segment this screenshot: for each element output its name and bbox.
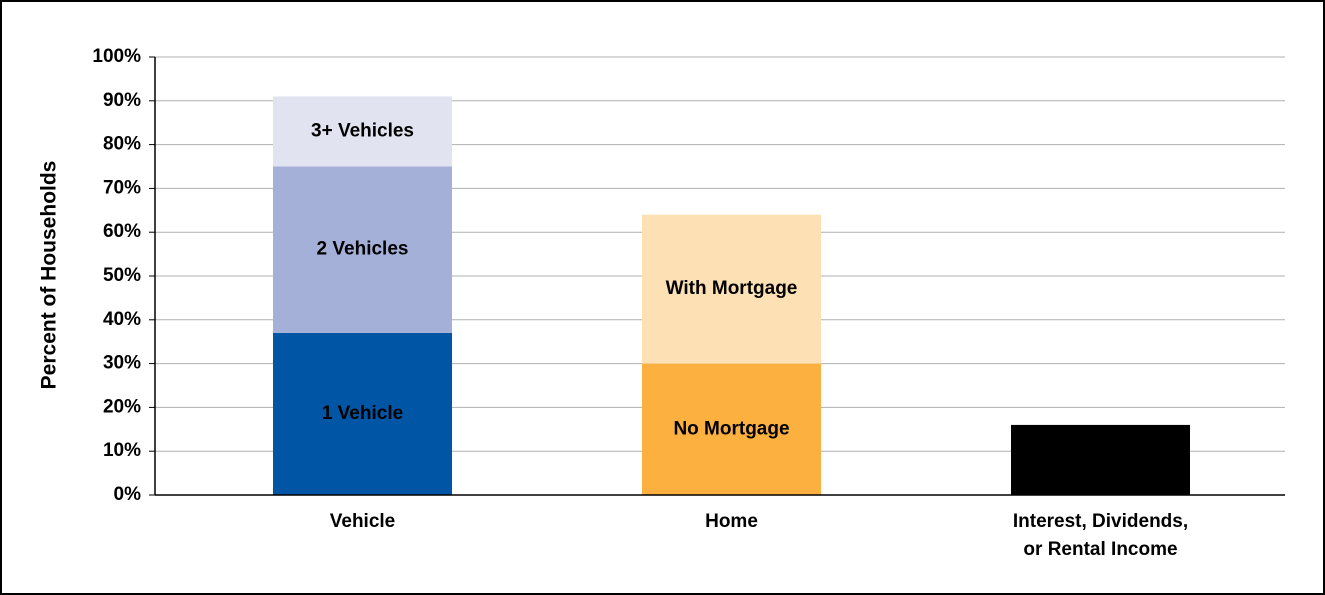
bar-segment [273, 332, 452, 495]
y-tick-label: 20% [103, 396, 141, 417]
y-axis-label: Percent of Households [38, 161, 61, 390]
y-tick-label: 30% [103, 353, 141, 374]
y-tick-label: 90% [103, 90, 141, 111]
y-tick-label: 0% [114, 484, 142, 505]
y-tick-label: 40% [103, 309, 141, 330]
x-tick-label: Home [705, 511, 758, 532]
y-tick-label: 100% [92, 46, 141, 67]
bar-segment [642, 214, 821, 364]
bar-segment [642, 363, 821, 495]
bar-segment [273, 96, 452, 167]
y-tick-label: 70% [103, 177, 141, 198]
bar-segment [1011, 424, 1190, 495]
segment-label: With Mortgage [666, 278, 798, 299]
x-tick-label: or Rental Income [1023, 539, 1177, 560]
segment-label: 1 Vehicle [322, 403, 403, 424]
x-tick-label: Interest, Dividends, [1013, 511, 1188, 532]
x-tick-label: Vehicle [330, 511, 396, 532]
bar-segment [273, 166, 452, 333]
segment-label: 2 Vehicles [317, 239, 409, 260]
y-tick-label: 50% [103, 265, 141, 286]
y-tick-label: 60% [103, 221, 141, 242]
segment-label: No Mortgage [673, 418, 789, 439]
y-tick-label: 10% [103, 440, 141, 461]
y-tick-label: 80% [103, 134, 141, 155]
segment-label: 3+ Vehicles [311, 120, 414, 141]
